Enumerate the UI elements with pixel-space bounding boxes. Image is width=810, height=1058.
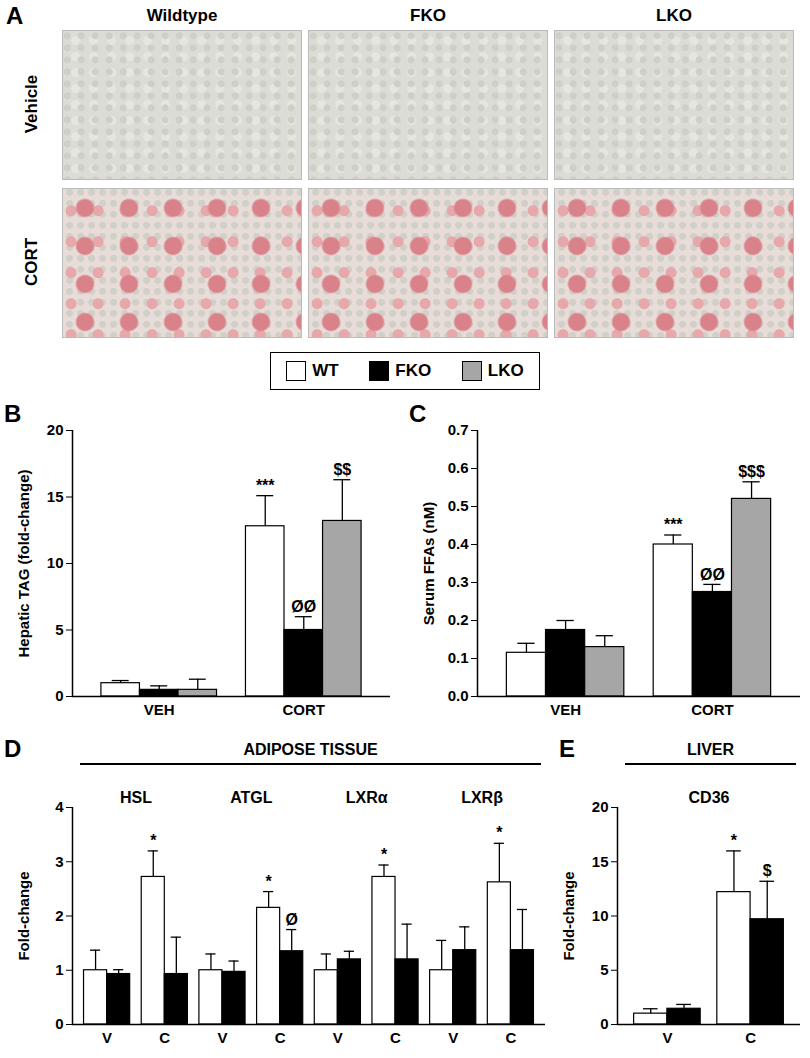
html-text:E: E — [559, 735, 575, 762]
svg-text:2: 2 — [55, 907, 63, 924]
svg-text:Fold-change: Fold-change — [15, 871, 32, 960]
svg-text:0: 0 — [600, 1015, 608, 1032]
svg-text:0: 0 — [55, 687, 63, 704]
svg-text:15: 15 — [592, 853, 609, 870]
svg-text:ØØ: ØØ — [291, 598, 316, 615]
svg-text:V: V — [102, 1029, 112, 1046]
svg-text:*: * — [266, 873, 273, 890]
html-text:FKO: FKO — [410, 6, 446, 25]
svg-text:0.3: 0.3 — [448, 573, 469, 590]
html-text:LKO: LKO — [656, 6, 692, 25]
svg-text:VEH: VEH — [144, 701, 175, 718]
svg-text:Fold-change: Fold-change — [560, 871, 577, 960]
svg-text:VEH: VEH — [550, 701, 581, 718]
svg-text:0: 0 — [55, 1015, 63, 1032]
svg-text:0.4: 0.4 — [448, 535, 470, 552]
svg-text:C: C — [505, 1029, 516, 1046]
svg-text:V: V — [662, 1029, 672, 1046]
html-text:A: A — [6, 2, 24, 29]
svg-text:*: * — [731, 832, 738, 849]
svg-text:0.6: 0.6 — [448, 459, 469, 476]
svg-text:0.5: 0.5 — [448, 497, 469, 514]
html-text:D: D — [4, 735, 22, 762]
svg-text:***: *** — [256, 477, 275, 494]
svg-text:CD36: CD36 — [689, 789, 730, 806]
html-text:LKO: LKO — [487, 361, 524, 380]
svg-text:$: $ — [763, 862, 772, 879]
svg-text:15: 15 — [47, 488, 64, 505]
svg-text:$$: $$ — [333, 461, 351, 478]
svg-text:5: 5 — [55, 621, 63, 638]
svg-text:V: V — [217, 1029, 227, 1046]
svg-text:20: 20 — [592, 798, 609, 815]
svg-text:*: * — [496, 824, 503, 841]
svg-text:C: C — [745, 1029, 756, 1046]
html-text:CORT: CORT — [22, 237, 41, 287]
svg-text:$$$: $$$ — [738, 463, 765, 480]
svg-text:5: 5 — [600, 961, 608, 978]
svg-text:*: * — [381, 846, 388, 863]
svg-text:C: C — [390, 1029, 401, 1046]
svg-text:C: C — [159, 1029, 170, 1046]
svg-text:4: 4 — [55, 798, 64, 815]
svg-text:*: * — [150, 832, 157, 849]
svg-text:ATGL: ATGL — [230, 789, 273, 806]
html-text:B: B — [4, 400, 22, 427]
svg-text:10: 10 — [592, 907, 609, 924]
svg-text:***: *** — [664, 516, 683, 533]
svg-text:Ø: Ø — [285, 911, 297, 928]
svg-text:HSL: HSL — [120, 789, 152, 806]
svg-text:0.0: 0.0 — [448, 687, 469, 704]
svg-text:V: V — [448, 1029, 458, 1046]
svg-text:LXRα: LXRα — [346, 789, 388, 806]
svg-text:Serum FFAs (nM): Serum FFAs (nM) — [420, 502, 437, 625]
svg-text:1: 1 — [55, 961, 63, 978]
svg-text:10: 10 — [47, 554, 64, 571]
svg-text:Hepatic TAG (fold-change): Hepatic TAG (fold-change) — [15, 469, 32, 657]
html-text:Wildtype: Wildtype — [146, 6, 218, 25]
html-text:ADIPOSE TISSUE: ADIPOSE TISSUE — [243, 741, 378, 758]
html-text:LIVER: LIVER — [686, 741, 735, 758]
svg-text:ØØ: ØØ — [700, 566, 725, 583]
svg-text:0.1: 0.1 — [448, 649, 469, 666]
svg-text:C: C — [275, 1029, 286, 1046]
html-text:C: C — [409, 400, 427, 427]
html-text:WT: WT — [312, 361, 339, 380]
html-text:FKO: FKO — [395, 361, 432, 380]
svg-text:CORT: CORT — [283, 701, 326, 718]
html-text:Vehicle: Vehicle — [22, 74, 41, 134]
svg-text:CORT: CORT — [691, 701, 734, 718]
svg-text:20: 20 — [47, 421, 64, 438]
svg-text:LXRβ: LXRβ — [461, 789, 503, 806]
svg-text:3: 3 — [55, 853, 63, 870]
svg-text:V: V — [333, 1029, 343, 1046]
svg-text:0.2: 0.2 — [448, 611, 469, 628]
svg-text:0.7: 0.7 — [448, 421, 469, 438]
